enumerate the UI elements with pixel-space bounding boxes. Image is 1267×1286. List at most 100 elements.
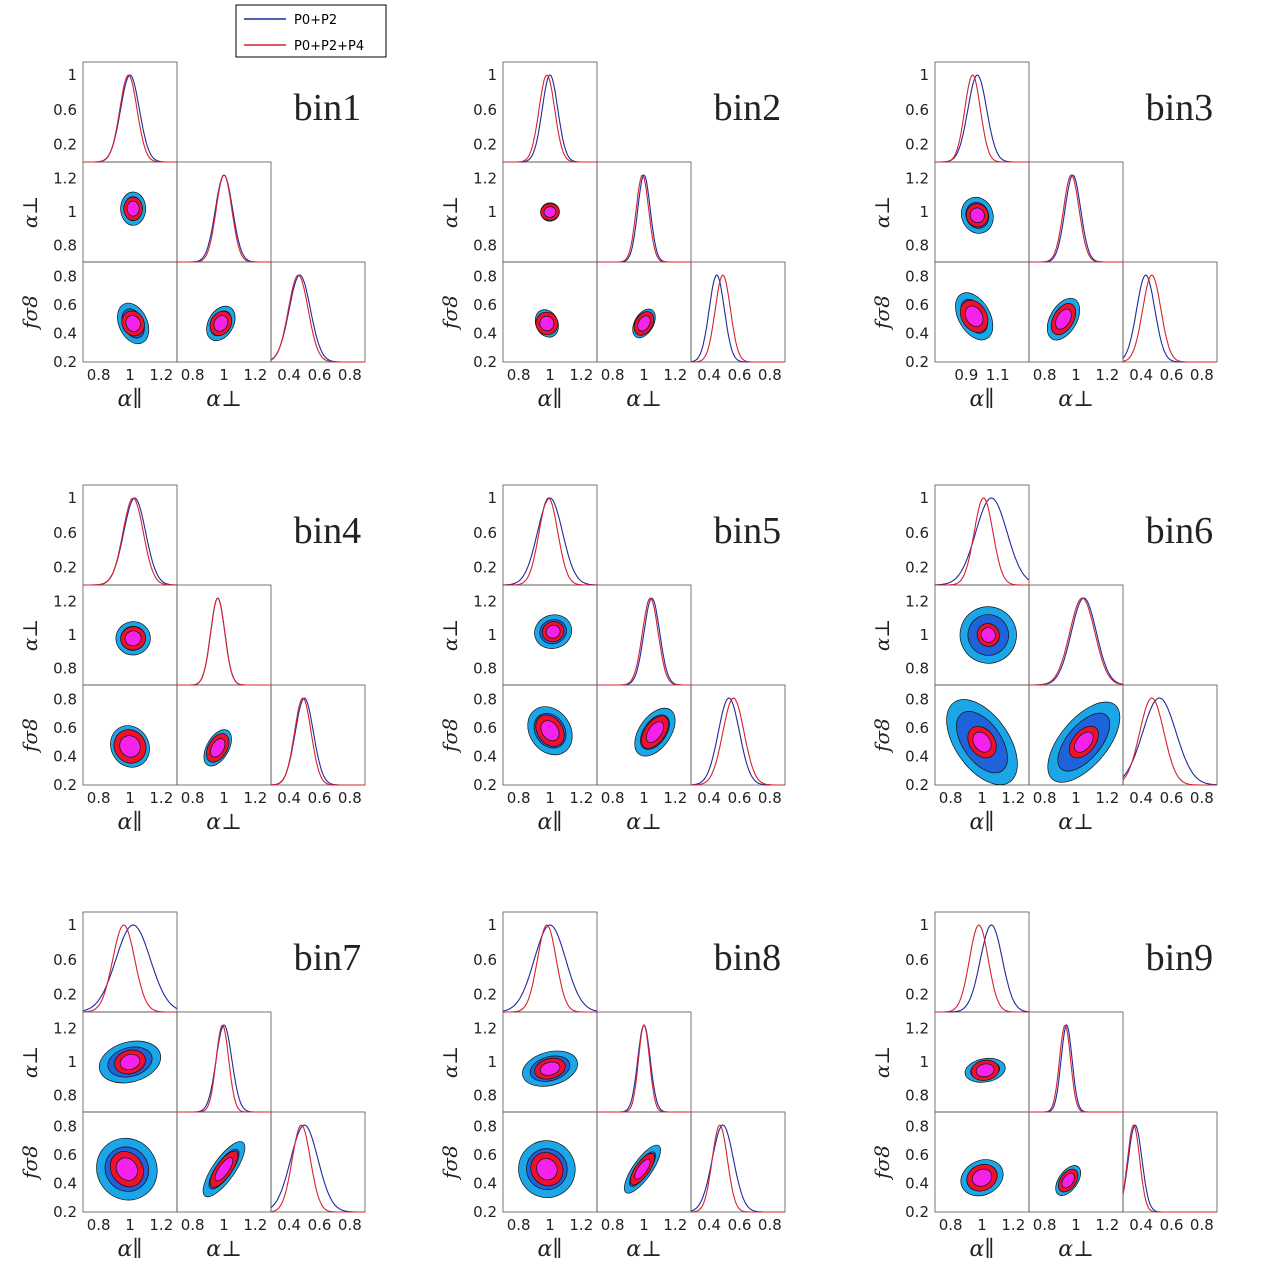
- y-tick-label: 0.8: [473, 659, 497, 677]
- x-tick-label: 0.8: [939, 1216, 963, 1234]
- contour-inner: [539, 1061, 561, 1076]
- y-tick-label: 1: [919, 1053, 929, 1071]
- x-tick-label: 0.8: [601, 366, 625, 384]
- x-tick-label: 1: [219, 1216, 229, 1234]
- x-tick-label: 0.4: [697, 1216, 721, 1234]
- panels-group: 1 0.6 0.2 1.2 1 0.8 0.8 0.6 0.4 0.2 0.8 1 1.2 0.8 1 1.2…: [18, 61, 1218, 1262]
- marginal-curve-red: [83, 924, 177, 1013]
- y-tick-label: 0.8: [473, 1117, 497, 1135]
- y-tick-label: 0.2: [53, 776, 77, 794]
- y-tick-label: 0.6: [905, 524, 929, 542]
- marginal-curve-blue: [935, 924, 1030, 1013]
- x-tick-label: 1.2: [663, 789, 687, 807]
- x-tick-label: 0.8: [1033, 366, 1057, 384]
- axis-label-y-alpha-perp: α⊥: [870, 619, 894, 651]
- x-tick-label: 1.1: [986, 366, 1010, 384]
- marginal-curve-red: [503, 74, 597, 163]
- y-tick-label: 1: [919, 66, 929, 84]
- y-tick-label: 0.2: [53, 986, 77, 1004]
- x-tick-label: 1: [977, 1216, 987, 1234]
- y-tick-label: 0.6: [905, 1146, 929, 1164]
- marginal-curve-red: [1029, 174, 1123, 263]
- y-tick-label: 1.2: [53, 593, 77, 611]
- y-tick-label: 1: [67, 66, 77, 84]
- contour-group: [203, 729, 232, 767]
- x-tick-label: 1: [639, 1216, 649, 1234]
- axis-label-alpha-perp: α⊥: [1058, 387, 1094, 412]
- y-tick-label: 0.6: [53, 524, 77, 542]
- bin-title: bin5: [714, 510, 782, 552]
- x-tick-label: 0.8: [507, 366, 531, 384]
- y-tick-label: 0.8: [905, 659, 929, 677]
- marginal-curve-blue: [270, 1124, 365, 1213]
- panel-box: [82, 484, 178, 586]
- y-tick-label: 0.8: [473, 690, 497, 708]
- contour-inner: [536, 1158, 558, 1181]
- y-tick-label: 0.4: [905, 1174, 929, 1192]
- y-tick-label: 0.8: [473, 1086, 497, 1104]
- x-tick-label: 0.6: [308, 789, 332, 807]
- contour-inner: [539, 315, 555, 332]
- x-tick-label: 1: [1071, 366, 1081, 384]
- marginal-curve-red: [935, 74, 1029, 163]
- contour-group: [96, 1137, 158, 1201]
- x-tick-label: 1.2: [569, 789, 593, 807]
- contour-group: [960, 1159, 1004, 1197]
- x-tick-label: 1.2: [243, 1216, 267, 1234]
- contour-inner: [980, 627, 996, 643]
- y-tick-label: 0.6: [905, 296, 929, 314]
- y-tick-label: 1: [67, 626, 77, 644]
- y-tick-label: 0.2: [905, 559, 929, 577]
- y-tick-label: 0.8: [53, 267, 77, 285]
- y-tick-label: 0.2: [905, 353, 929, 371]
- y-tick-label: 0.8: [53, 1117, 77, 1135]
- y-tick-label: 0.8: [905, 1117, 929, 1135]
- y-tick-label: 1.2: [53, 170, 77, 188]
- marginal-curve-red: [177, 597, 271, 686]
- y-tick-label: 1: [487, 203, 497, 221]
- y-tick-label: 1: [67, 203, 77, 221]
- y-tick-label: 0.2: [905, 136, 929, 154]
- bin-title: bin7: [294, 937, 362, 979]
- y-tick-label: 0.2: [53, 353, 77, 371]
- x-tick-label: 0.8: [181, 366, 205, 384]
- panel-box: [1028, 161, 1124, 263]
- y-tick-label: 0.2: [473, 986, 497, 1004]
- y-tick-label: 0.8: [905, 690, 929, 708]
- marginal-curve-red: [935, 924, 1029, 1013]
- y-tick-label: 0.6: [53, 101, 77, 119]
- x-tick-label: 1.2: [243, 366, 267, 384]
- x-tick-label: 0.4: [277, 366, 301, 384]
- axis-label-y-fs8: fσ8: [18, 718, 42, 754]
- x-tick-label: 1: [1071, 1216, 1081, 1234]
- axis-label-alpha-par: α∥: [969, 810, 994, 835]
- axis-label-alpha-perp: α⊥: [626, 1237, 662, 1262]
- x-tick-label: 0.8: [758, 789, 782, 807]
- contour-inner: [126, 200, 140, 217]
- legend: P0+P2 P0+P2+P4: [235, 4, 387, 58]
- x-tick-label: 0.8: [939, 789, 963, 807]
- contour-inner: [210, 738, 226, 758]
- x-tick-label: 1.2: [149, 789, 173, 807]
- y-tick-label: 1: [67, 916, 77, 934]
- contour-group: [540, 202, 560, 222]
- y-tick-label: 1: [67, 489, 77, 507]
- y-tick-label: 0.2: [473, 1203, 497, 1221]
- y-tick-label: 0.6: [473, 101, 497, 119]
- axis-label-alpha-par: α∥: [117, 387, 142, 412]
- x-tick-label: 0.8: [601, 1216, 625, 1234]
- bin-title: bin6: [1146, 510, 1214, 552]
- axis-label-alpha-perp: α⊥: [1058, 1237, 1094, 1262]
- y-tick-label: 1: [919, 916, 929, 934]
- marginal-curve-red: [1122, 697, 1217, 786]
- axis-label-alpha-perp: α⊥: [1058, 810, 1094, 835]
- axis-label-y-alpha-perp: α⊥: [438, 1046, 462, 1078]
- y-tick-label: 0.8: [473, 267, 497, 285]
- x-tick-label: 0.4: [697, 789, 721, 807]
- panel-box: [690, 684, 786, 786]
- marginal-curve-blue: [83, 74, 177, 163]
- contour-group: [632, 308, 656, 339]
- y-tick-label: 1: [487, 626, 497, 644]
- y-tick-label: 0.8: [53, 236, 77, 254]
